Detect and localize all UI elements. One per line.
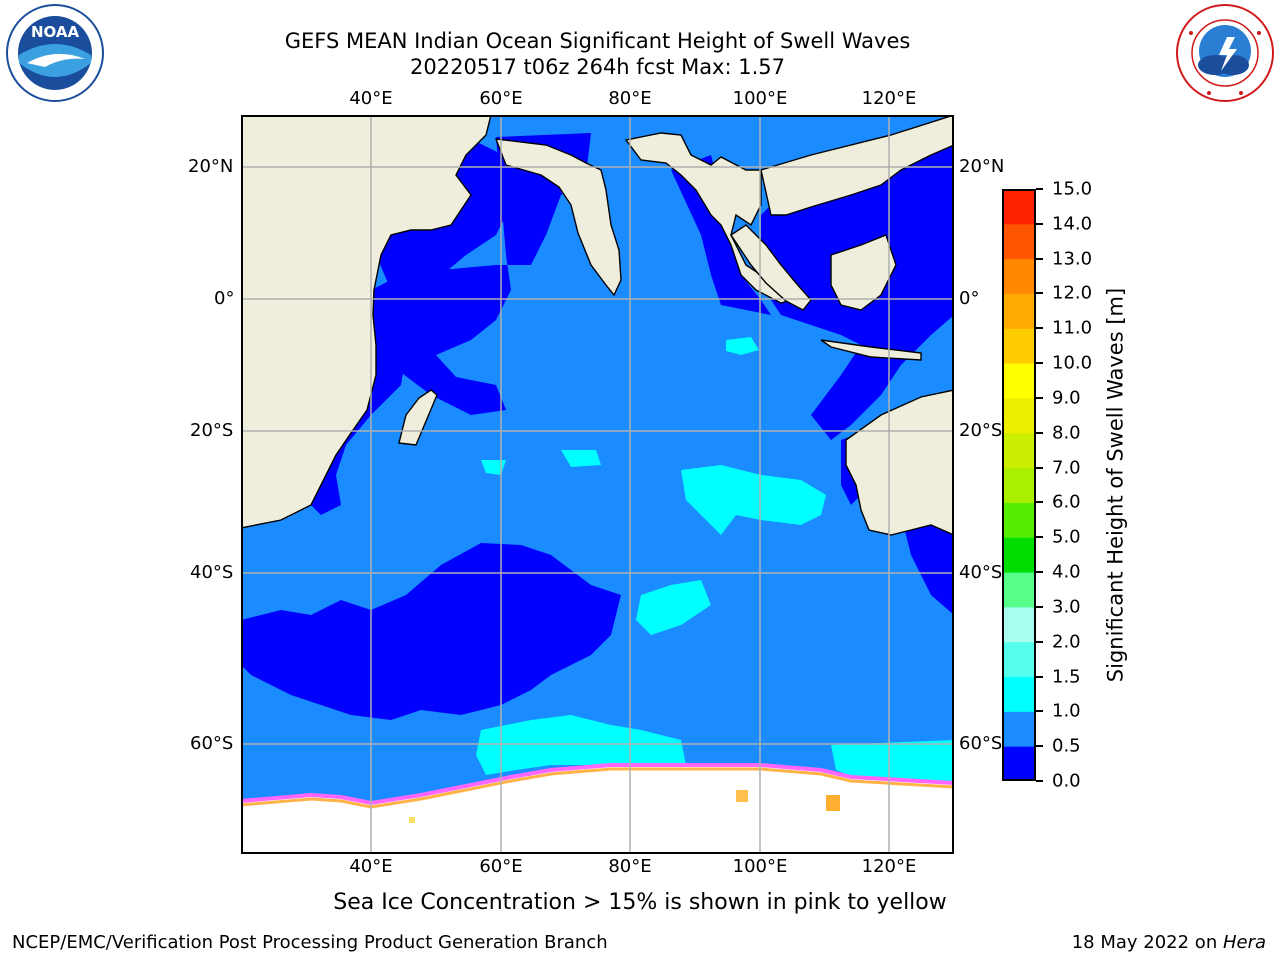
colorbar-tick-mark <box>1036 536 1043 539</box>
national-weather-service-logo <box>1176 4 1274 102</box>
colorbar-segment <box>1002 641 1036 678</box>
colorbar-tick-label: 10.0 <box>1052 352 1093 374</box>
colorbar-segment <box>1002 502 1036 538</box>
colorbar-tick-label: 15.0 <box>1052 178 1093 200</box>
colorbar-segment <box>1002 328 1036 364</box>
lon-label-top-120e: 120°E <box>861 88 917 109</box>
lon-label-top-40e: 40°E <box>349 88 393 109</box>
colorbar-tick-label: 1.0 <box>1052 700 1081 722</box>
colorbar-tick-label: 9.0 <box>1052 387 1081 409</box>
colorbar-tick-mark <box>1036 745 1043 748</box>
graticule <box>241 115 954 854</box>
colorbar-tick-mark <box>1036 571 1043 574</box>
colorbar-tick-mark <box>1036 431 1043 434</box>
colorbar-segment <box>1002 223 1036 260</box>
colorbar-segment <box>1002 432 1036 469</box>
colorbar-tick-mark <box>1036 710 1043 713</box>
colorbar-segment <box>1002 467 1036 503</box>
colorbar-tick-label: 6.0 <box>1052 491 1081 513</box>
lon-label-top-100e: 100°E <box>732 88 788 109</box>
colorbar-tick-mark <box>1036 640 1043 643</box>
colorbar-tick-label: 0.5 <box>1052 735 1081 757</box>
colorbar-segment <box>1002 606 1036 643</box>
footer-date: 18 May 2022 on Hera <box>1072 932 1266 953</box>
colorbar-tick-mark <box>1036 780 1043 782</box>
lat-label-right-20s: 20°S <box>959 420 1003 441</box>
colorbar-tick-mark <box>1036 362 1043 365</box>
footer-credit: NCEP/EMC/Verification Post Processing Pr… <box>12 932 608 953</box>
lon-label-bottom-80e: 80°E <box>608 856 652 877</box>
colorbar-tick-label: 12.0 <box>1052 282 1093 304</box>
colorbar <box>1002 189 1036 781</box>
land-borneo <box>830 234 897 311</box>
lon-label-bottom-100e: 100°E <box>732 856 788 877</box>
land-java <box>820 339 922 361</box>
colorbar-tick-label: 14.0 <box>1052 213 1093 235</box>
colorbar-tick-label: 1.5 <box>1052 666 1081 688</box>
colorbar-segment <box>1002 397 1036 434</box>
colorbar-segment <box>1002 293 1036 329</box>
lat-label-left-20s: 20°S <box>190 420 234 441</box>
lon-label-bottom-40e: 40°E <box>349 856 393 877</box>
colorbar-tick-mark <box>1036 222 1043 225</box>
lon-label-top-80e: 80°E <box>608 88 652 109</box>
noaa-logo: NOAA <box>6 4 104 102</box>
colorbar-segment <box>1002 258 1036 294</box>
lat-label-right-60s: 60°S <box>959 733 1003 754</box>
colorbar-segment <box>1002 363 1036 399</box>
colorbar-tick-label: 4.0 <box>1052 561 1081 583</box>
colorbar-tick-label: 5.0 <box>1052 526 1081 548</box>
colorbar-tick-mark <box>1036 327 1043 330</box>
colorbar-tick-label: 13.0 <box>1052 248 1093 270</box>
lat-label-left-20n: 20°N <box>188 156 234 177</box>
lat-label-left-60s: 60°S <box>190 733 234 754</box>
colorbar-segment <box>1002 189 1036 225</box>
lon-label-top-60e: 60°E <box>479 88 523 109</box>
sea-ice-band <box>241 763 954 854</box>
colorbar-tick-mark <box>1036 292 1043 295</box>
colorbar-tick-mark <box>1036 605 1043 608</box>
map-frame <box>241 115 954 854</box>
lat-label-right-0: 0° <box>959 288 980 309</box>
swell-mid-regions <box>476 337 954 787</box>
land-india <box>494 138 622 297</box>
colorbar-tick-mark <box>1036 396 1043 399</box>
colorbar-segment <box>1002 746 1036 781</box>
lon-label-bottom-120e: 120°E <box>861 856 917 877</box>
land-australia <box>845 389 954 536</box>
lat-label-right-40s: 40°S <box>959 562 1003 583</box>
lon-label-bottom-60e: 60°E <box>479 856 523 877</box>
colorbar-tick-mark <box>1036 257 1043 260</box>
colorbar-segment <box>1002 711 1036 747</box>
colorbar-tick-mark <box>1036 675 1043 678</box>
lat-label-left-0: 0° <box>214 288 235 309</box>
footer-host: Hera <box>1222 932 1266 953</box>
colorbar-tick-mark <box>1036 188 1043 190</box>
colorbar-tick-label: 11.0 <box>1052 317 1093 339</box>
colorbar-segment <box>1002 676 1036 712</box>
colorbar-tick-label: 0.0 <box>1052 770 1081 792</box>
sea-ice-note: Sea Ice Concentration > 15% is shown in … <box>333 890 947 915</box>
colorbar-tick-label: 8.0 <box>1052 422 1081 444</box>
colorbar-segment <box>1002 572 1036 608</box>
colorbar-tick-label: 2.0 <box>1052 631 1081 653</box>
land-africa-arabia <box>241 115 492 529</box>
noaa-logo-text: NOAA <box>31 23 80 41</box>
colorbar-frame <box>1002 189 1036 781</box>
lat-label-left-40s: 40°S <box>190 562 234 583</box>
chart-subtitle: 20220517 t06z 264h fcst Max: 1.57 <box>410 55 785 79</box>
colorbar-segment <box>1002 537 1036 573</box>
colorbar-tick-mark <box>1036 501 1043 504</box>
chart-title: GEFS MEAN Indian Ocean Significant Heigh… <box>284 29 911 53</box>
map-panel <box>241 115 954 854</box>
colorbar-label: Significant Height of Swell Waves [m] <box>1103 287 1128 683</box>
footer-date-text: 18 May 2022 on <box>1071 932 1223 953</box>
lat-label-right-20n: 20°N <box>959 156 1005 177</box>
colorbar-tick-mark <box>1036 466 1043 469</box>
land-indochina <box>760 115 954 216</box>
colorbar-tick-label: 3.0 <box>1052 596 1081 618</box>
colorbar-tick-label: 7.0 <box>1052 457 1081 479</box>
